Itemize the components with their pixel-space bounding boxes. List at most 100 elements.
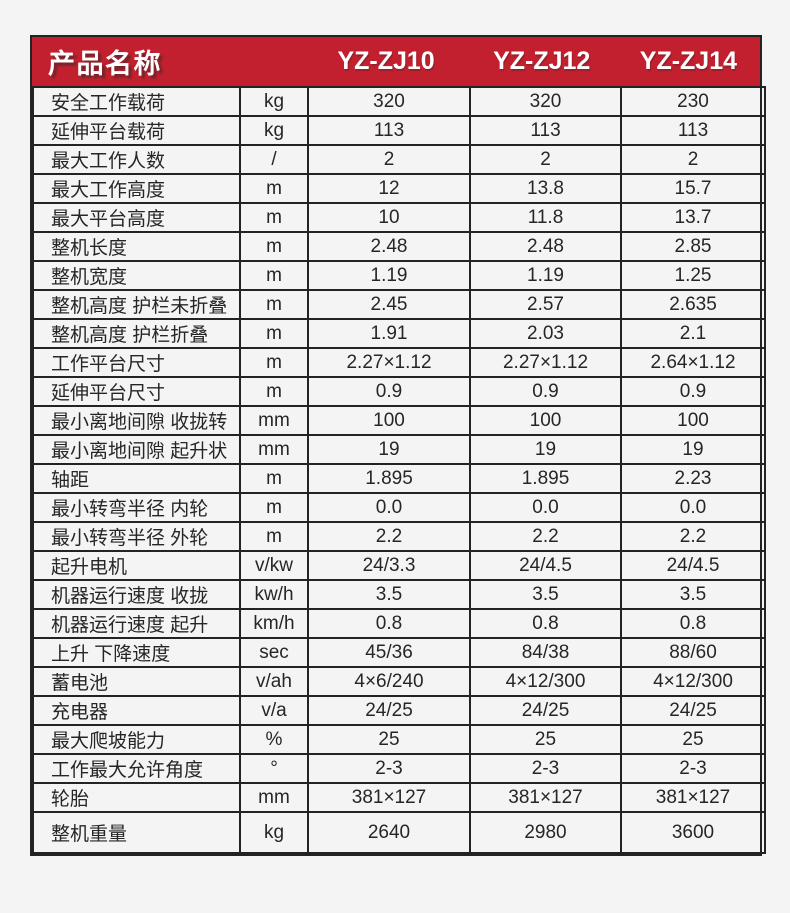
- value-yz-zj14: 0.0: [620, 492, 766, 523]
- value-yz-zj10: 19: [307, 434, 471, 465]
- value-yz-zj14: 113: [620, 115, 766, 146]
- table-row: 整机重量 kg 2640 2980 3600: [32, 811, 766, 854]
- table-row: 最小转弯半径 内轮 m 0.0 0.0 0.0: [32, 492, 766, 523]
- value-yz-zj12: 0.8: [469, 608, 622, 639]
- table-row: 机器运行速度 收拢 kw/h 3.5 3.5 3.5: [32, 579, 766, 610]
- table-row: 工作最大允许角度 ° 2-3 2-3 2-3: [32, 753, 766, 784]
- value-yz-zj12: 113: [469, 115, 622, 146]
- value-yz-zj12: 1.19: [469, 260, 622, 291]
- value-yz-zj14: 2.85: [620, 231, 766, 262]
- value-yz-zj14: 15.7: [620, 173, 766, 204]
- spec-label: 机器运行速度 起升: [32, 608, 241, 639]
- product-spec-table: 产品名称 YZ-ZJ10 YZ-ZJ12 YZ-ZJ14 安全工作载荷 kg 320…: [30, 35, 766, 856]
- value-yz-zj10: 2640: [307, 811, 471, 854]
- value-yz-zj14: 381×127: [620, 782, 766, 813]
- value-yz-zj10: 2-3: [307, 753, 471, 784]
- spec-unit: mm: [239, 434, 309, 465]
- value-yz-zj14: 0.9: [620, 376, 766, 407]
- value-yz-zj14: 230: [620, 86, 766, 117]
- spec-label: 工作平台尺寸: [32, 347, 241, 378]
- value-yz-zj10: 24/25: [307, 695, 471, 726]
- table-row: 整机长度 m 2.48 2.48 2.85: [32, 231, 766, 262]
- spec-body-table: 安全工作载荷 kg 320 320 230 延伸平台载荷 kg 113 113 113 最大工作人数…: [32, 86, 766, 854]
- value-yz-zj14: 2.1: [620, 318, 766, 349]
- spec-unit: mm: [239, 782, 309, 813]
- spec-unit: %: [239, 724, 309, 755]
- value-yz-zj10: 1.19: [307, 260, 471, 291]
- table-row: 延伸平台尺寸 m 0.9 0.9 0.9: [32, 376, 766, 407]
- table-row: 最大工作高度 m 12 13.8 15.7: [32, 173, 766, 204]
- value-yz-zj10: 10: [307, 202, 471, 233]
- table-row: 安全工作载荷 kg 320 320 230: [32, 86, 766, 117]
- value-yz-zj12: 0.9: [469, 376, 622, 407]
- value-yz-zj10: 0.8: [307, 608, 471, 639]
- value-yz-zj12: 2-3: [469, 753, 622, 784]
- spec-unit: m: [239, 463, 309, 494]
- value-yz-zj10: 1.895: [307, 463, 471, 494]
- value-yz-zj10: 24/3.3: [307, 550, 471, 581]
- value-yz-zj10: 0.9: [307, 376, 471, 407]
- spec-label: 延伸平台载荷: [32, 115, 241, 146]
- spec-label: 整机高度 护栏未折叠: [32, 289, 241, 320]
- value-yz-zj12: 381×127: [469, 782, 622, 813]
- spec-label: 整机长度: [32, 231, 241, 262]
- spec-label: 最小离地间隙 收拢转: [32, 405, 241, 436]
- value-yz-zj10: 2.45: [307, 289, 471, 320]
- value-yz-zj12: 24/25: [469, 695, 622, 726]
- value-yz-zj14: 25: [620, 724, 766, 755]
- spec-label: 最小离地间隙 起升状: [32, 434, 241, 465]
- value-yz-zj14: 19: [620, 434, 766, 465]
- value-yz-zj14: 2.64×1.12: [620, 347, 766, 378]
- value-yz-zj10: 2.2: [307, 521, 471, 552]
- spec-label: 最大爬坡能力: [32, 724, 241, 755]
- value-yz-zj14: 3600: [620, 811, 766, 854]
- value-yz-zj10: 3.5: [307, 579, 471, 610]
- table-row: 最大平台高度 m 10 11.8 13.7: [32, 202, 766, 233]
- value-yz-zj14: 13.7: [620, 202, 766, 233]
- spec-unit: m: [239, 492, 309, 523]
- table-row: 轮胎 mm 381×127 381×127 381×127: [32, 782, 766, 813]
- spec-label: 蓄电池: [32, 666, 241, 697]
- table-row: 整机宽度 m 1.19 1.19 1.25: [32, 260, 766, 291]
- spec-label: 最小转弯半径 内轮: [32, 492, 241, 523]
- value-yz-zj14: 3.5: [620, 579, 766, 610]
- spec-label: 整机宽度: [32, 260, 241, 291]
- table-row: 最小离地间隙 起升状 mm 19 19 19: [32, 434, 766, 465]
- value-yz-zj14: 24/25: [620, 695, 766, 726]
- value-yz-zj12: 2980: [469, 811, 622, 854]
- spec-label: 工作最大允许角度: [32, 753, 241, 784]
- spec-unit: v/ah: [239, 666, 309, 697]
- value-yz-zj12: 84/38: [469, 637, 622, 668]
- value-yz-zj10: 2: [307, 144, 471, 175]
- model-header-yz-zj10: YZ-ZJ10: [337, 47, 435, 75]
- value-yz-zj12: 2: [469, 144, 622, 175]
- value-yz-zj12: 2.57: [469, 289, 622, 320]
- value-yz-zj14: 4×12/300: [620, 666, 766, 697]
- spec-unit: /: [239, 144, 309, 175]
- value-yz-zj10: 1.91: [307, 318, 471, 349]
- table-row: 工作平台尺寸 m 2.27×1.12 2.27×1.12 2.64×1.12: [32, 347, 766, 378]
- spec-label: 充电器: [32, 695, 241, 726]
- table-row: 最小转弯半径 外轮 m 2.2 2.2 2.2: [32, 521, 766, 552]
- spec-unit: kg: [239, 86, 309, 117]
- spec-unit: m: [239, 347, 309, 378]
- value-yz-zj12: 2.03: [469, 318, 622, 349]
- table-row: 延伸平台载荷 kg 113 113 113: [32, 115, 766, 146]
- spec-label: 整机重量: [32, 811, 241, 854]
- spec-unit: km/h: [239, 608, 309, 639]
- spec-rows: 安全工作载荷 kg 320 320 230 延伸平台载荷 kg 113 113 113 最大工作人数…: [32, 86, 766, 854]
- value-yz-zj12: 1.895: [469, 463, 622, 494]
- value-yz-zj14: 2.2: [620, 521, 766, 552]
- model-header-yz-zj14: YZ-ZJ14: [639, 47, 738, 75]
- product-name-header: 产品名称: [48, 49, 162, 79]
- spec-label: 轮胎: [32, 782, 241, 813]
- spec-label: 最大工作人数: [32, 144, 241, 175]
- value-yz-zj10: 0.0: [307, 492, 471, 523]
- spec-label: 延伸平台尺寸: [32, 376, 241, 407]
- spec-label: 上升 下降速度: [32, 637, 241, 668]
- table-row: 最小离地间隙 收拢转 mm 100 100 100: [32, 405, 766, 436]
- spec-label: 最大平台高度: [32, 202, 241, 233]
- value-yz-zj10: 113: [307, 115, 471, 146]
- value-yz-zj12: 4×12/300: [469, 666, 622, 697]
- value-yz-zj14: 1.25: [620, 260, 766, 291]
